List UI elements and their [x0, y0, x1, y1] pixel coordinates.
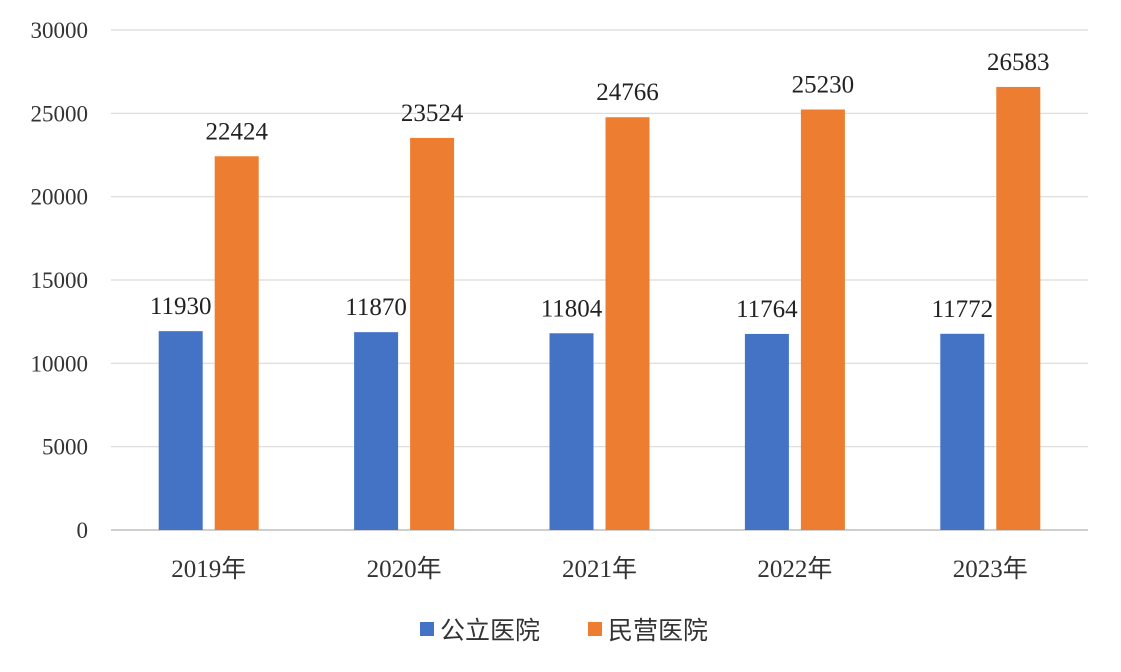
- x-category-label: 2023年: [953, 555, 1028, 583]
- data-label: 23524: [401, 100, 464, 127]
- data-label: 11772: [932, 296, 994, 323]
- data-label: 11930: [150, 293, 212, 320]
- data-labels-layer: 11930 22424 11870 23524 11804 24766 11764 25230…: [150, 49, 1050, 323]
- bar-private: [996, 86, 1041, 530]
- bar-private: [605, 117, 650, 530]
- y-tick-label: 15000: [31, 268, 89, 293]
- x-category-label: 2022年: [757, 555, 832, 583]
- y-tick-label: 0: [77, 518, 89, 543]
- y-axis-ticks: 0 5000 10000 15000 20000 25000 30000: [31, 18, 89, 543]
- x-category-label: 2019年: [171, 555, 246, 583]
- legend-swatch: [588, 622, 602, 636]
- x-axis-categories: 2019年 2020年 2021年 2022年 2023年: [171, 555, 1028, 583]
- data-label: 24766: [596, 79, 659, 106]
- data-label: 25230: [792, 72, 855, 99]
- bar-public: [744, 333, 789, 530]
- legend-label: 民营医院: [608, 617, 708, 645]
- y-tick-label: 5000: [42, 435, 88, 460]
- legend: 公立医院 民营医院: [420, 617, 708, 645]
- y-tick-label: 20000: [31, 185, 89, 210]
- bar-public: [354, 332, 399, 530]
- bar-private: [214, 156, 259, 530]
- data-label: 26583: [987, 49, 1050, 76]
- y-tick-label: 30000: [31, 18, 89, 43]
- bar-private: [800, 109, 845, 530]
- legend-swatch: [420, 622, 434, 636]
- bars-layer: [158, 86, 1041, 530]
- x-category-label: 2020年: [367, 555, 442, 583]
- x-category-label: 2021年: [562, 555, 637, 583]
- bar-private: [410, 137, 455, 530]
- grid-layer: [111, 29, 1088, 531]
- data-label: 11764: [736, 296, 798, 323]
- legend-label: 公立医院: [440, 617, 540, 645]
- bar-public: [158, 331, 203, 530]
- data-label: 11804: [541, 295, 603, 322]
- y-tick-label: 10000: [31, 351, 89, 376]
- bar-public: [940, 333, 985, 530]
- data-label: 22424: [205, 118, 268, 145]
- y-tick-label: 25000: [31, 101, 89, 126]
- data-label: 11870: [345, 294, 407, 321]
- bar-public: [549, 333, 594, 530]
